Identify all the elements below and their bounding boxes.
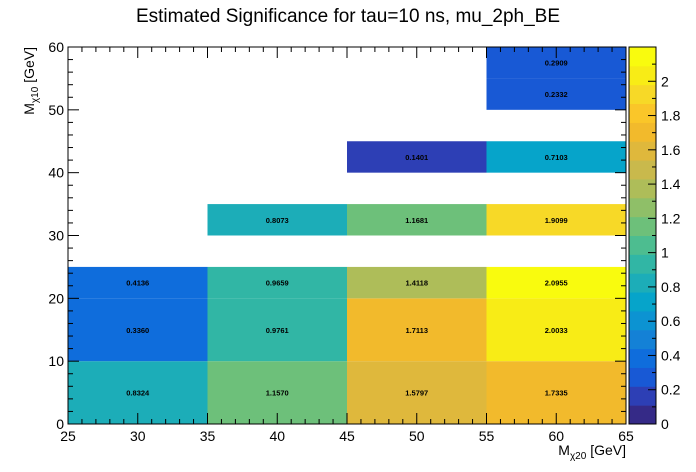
cell-value-label: 0.8324 — [126, 389, 150, 398]
heatmap-cell — [486, 141, 626, 173]
heatmap-cell — [207, 266, 347, 299]
color-scale-band — [629, 329, 656, 350]
cell-value-label: 1.1570 — [266, 389, 289, 398]
color-scale-label: 0.4 — [661, 347, 681, 363]
color-scale-band — [629, 122, 656, 142]
cell-value-label: 0.4136 — [126, 279, 149, 288]
color-scale-label: 1.2 — [661, 210, 681, 226]
y-tick-label: 60 — [48, 39, 64, 55]
cell-value-label: 0.9659 — [266, 279, 289, 288]
heatmap-cells — [68, 47, 626, 424]
color-scale-band — [629, 348, 656, 368]
y-axis-label-main: M — [21, 103, 37, 115]
color-scale-band — [629, 65, 656, 86]
cell-value-labels: 0.8324 1.1570 1.5797 1.7335 0.3360 0.9761 1.71… — [126, 59, 567, 398]
heatmap-cell — [68, 298, 208, 362]
y-tick-label: 0 — [56, 416, 64, 432]
cell-value-label: 0.2332 — [545, 90, 568, 99]
cell-value-label: 1.7335 — [545, 389, 568, 398]
heatmap-cell — [207, 298, 347, 362]
cell-value-label: 2.0955 — [545, 279, 568, 288]
heatmap-cell — [486, 204, 626, 236]
x-tick-label: 25 — [60, 428, 76, 444]
color-scale-band — [629, 310, 656, 331]
heatmap-cell — [347, 298, 487, 362]
cell-value-label: 0.7103 — [545, 153, 568, 162]
x-tick-label: 45 — [339, 428, 355, 444]
cell-value-label: 1.7113 — [405, 326, 428, 335]
heatmap-cell — [486, 78, 626, 110]
cell-value-label: 1.5797 — [405, 389, 428, 398]
chart-title: Estimated Significance for tau=10 ns, mu… — [136, 6, 560, 27]
x-tick-label: 35 — [200, 428, 216, 444]
y-axis: 0 10 20 30 40 50 60 — [48, 39, 626, 432]
color-scale-label: 0.2 — [661, 382, 681, 398]
cell-value-label: 0.8073 — [266, 216, 289, 225]
color-scale-band — [629, 292, 656, 312]
color-scale-label: 0.6 — [661, 313, 681, 329]
x-tick-label: 50 — [409, 428, 425, 444]
color-scale-band — [629, 367, 656, 387]
color-scale-band — [629, 141, 656, 161]
cell-value-label: 1.1681 — [405, 216, 428, 225]
heatmap-cell — [347, 266, 487, 299]
x-axis-label: Mχ20 [GeV] — [558, 442, 626, 462]
y-tick-label: 30 — [48, 228, 64, 244]
color-scale-band — [629, 273, 656, 293]
heatmap-cell — [68, 266, 208, 299]
color-scale-band — [629, 386, 656, 406]
color-scale-band — [629, 103, 656, 123]
heatmap-cell — [486, 266, 626, 299]
cell-value-label: 0.1401 — [405, 153, 428, 162]
cell-value-label: 1.9099 — [545, 216, 568, 225]
cell-value-label: 2.0033 — [545, 326, 568, 335]
x-axis-label-main: M — [558, 442, 570, 458]
cell-value-label: 1.4118 — [405, 279, 428, 288]
cell-value-label: 0.9761 — [266, 326, 289, 335]
color-scale-band — [629, 84, 656, 105]
color-scale-band — [629, 197, 656, 218]
heatmap-cell — [486, 298, 626, 362]
cell-value-label: 0.3360 — [126, 326, 149, 335]
y-tick-label: 10 — [48, 353, 64, 369]
color-scale-label: 2 — [661, 73, 669, 89]
heatmap-cell — [207, 204, 347, 236]
x-axis-label-unit: [GeV] — [586, 442, 626, 458]
heatmap-cell — [347, 204, 487, 236]
color-scale-band — [629, 47, 656, 67]
x-tick-label: 40 — [269, 428, 285, 444]
color-scale-label: 1.8 — [661, 108, 681, 124]
color-scale-bar: 0 0.2 0.4 0.6 0.8 1 1.2 1.4 1.6 1.8 2 — [628, 46, 681, 432]
y-tick-label: 20 — [48, 290, 64, 306]
color-scale-band — [629, 216, 656, 236]
cell-value-label: 0.2909 — [545, 59, 568, 68]
color-scale-band — [629, 178, 656, 199]
x-tick-label: 55 — [479, 428, 495, 444]
heatmap-cell — [347, 141, 487, 173]
color-scale-label: 0 — [661, 416, 669, 432]
color-scale-band — [629, 160, 656, 180]
x-tick-label: 30 — [130, 428, 146, 444]
y-tick-label: 40 — [48, 165, 64, 181]
color-scale-label: 1 — [661, 245, 669, 261]
color-scale-band — [629, 235, 656, 255]
x-axis-label-sub: χ20 — [570, 451, 587, 462]
y-tick-label: 50 — [48, 102, 64, 118]
color-scale-label: 1.6 — [661, 142, 681, 158]
y-axis-label-unit: [GeV] — [21, 47, 37, 87]
x-tick-label: 65 — [618, 428, 634, 444]
color-scale-label: 1.4 — [661, 176, 681, 192]
color-scale-label: 0.8 — [661, 279, 681, 295]
y-axis-label: Mχ10 [GeV] — [21, 47, 41, 115]
x-axis: 25 30 35 40 45 50 55 60 65 — [60, 47, 634, 444]
x-tick-label: 60 — [548, 428, 564, 444]
color-scale-band — [629, 405, 656, 425]
y-axis-label-sub: χ10 — [30, 86, 41, 103]
color-scale-band — [629, 254, 656, 274]
